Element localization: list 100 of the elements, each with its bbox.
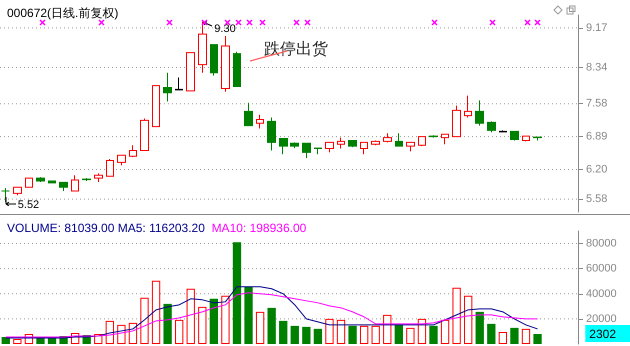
text: 2302 <box>589 327 616 341</box>
bar <box>152 280 160 344</box>
candlestick <box>48 180 56 184</box>
candlestick <box>71 174 79 192</box>
candlestick <box>302 142 311 159</box>
candlestick <box>464 95 472 118</box>
candlestick <box>371 140 380 146</box>
candlestick <box>406 142 415 152</box>
candlestick <box>198 21 207 74</box>
bar <box>348 326 357 344</box>
bar <box>533 334 542 344</box>
bar <box>487 324 496 344</box>
bar <box>314 328 322 344</box>
y-tick-label: 40000 <box>586 288 617 300</box>
candlestick <box>395 132 403 147</box>
bar <box>13 338 22 344</box>
bar <box>476 312 484 344</box>
bar <box>302 326 310 344</box>
candlestick <box>233 51 241 88</box>
candlestick <box>383 132 392 143</box>
bar <box>522 328 530 344</box>
candlestick <box>210 44 218 76</box>
candlestick <box>348 140 357 148</box>
bar <box>210 298 218 344</box>
bar <box>452 288 461 344</box>
y-tick-label: 9.17 <box>586 22 608 34</box>
candlestick <box>163 72 172 102</box>
candlestick <box>186 52 195 92</box>
y-tick-label: 80000 <box>586 238 617 250</box>
bar <box>325 318 334 344</box>
candlestick <box>106 158 114 178</box>
bar <box>406 328 415 344</box>
candlestick <box>94 172 103 182</box>
y-tick-label: 5.58 <box>586 193 608 206</box>
y-tick-label: 60000 <box>586 262 617 275</box>
bar <box>498 332 508 344</box>
y-tick-label: 6.89 <box>586 130 608 143</box>
candlestick <box>452 105 461 138</box>
bar <box>510 328 519 344</box>
annotation: VOLUME: 81039.00 MA5: 116203.20 <box>7 221 206 235</box>
annotation: 5.52 <box>18 198 40 211</box>
candlestick <box>522 136 530 142</box>
y-tick-label: 6.20 <box>586 164 608 176</box>
candlestick <box>175 76 183 90</box>
y-tick-label: 8.34 <box>586 61 608 74</box>
candlestick <box>267 117 276 151</box>
bar <box>383 314 392 344</box>
bar <box>464 296 472 344</box>
candlestick <box>418 136 426 147</box>
candlestick <box>429 134 438 138</box>
candlestick <box>510 130 519 141</box>
candlestick <box>290 142 299 149</box>
candlestick <box>337 137 345 150</box>
candlestick <box>325 142 334 153</box>
bar <box>232 242 242 344</box>
candlestick <box>533 136 542 141</box>
bar <box>244 286 253 344</box>
candlestick <box>152 84 160 128</box>
bar <box>279 320 288 344</box>
bar <box>336 320 346 344</box>
bar <box>198 306 206 344</box>
candlestick <box>487 120 496 133</box>
y-tick-label: 20000 <box>586 312 617 325</box>
bar <box>256 312 264 344</box>
bar <box>140 298 149 344</box>
bar <box>360 326 368 344</box>
candlestick <box>499 130 507 133</box>
chart-title: 000672(日线.前复权) <box>7 6 118 20</box>
candlestick <box>314 148 322 155</box>
bar <box>440 320 450 344</box>
bar <box>290 326 299 344</box>
annotation: 跌停出货 <box>264 39 328 60</box>
candlestick <box>256 114 264 130</box>
candlestick <box>140 118 149 151</box>
bar <box>186 288 195 344</box>
annotation: MA10: 198936.00 <box>212 221 307 235</box>
candlestick <box>25 177 33 188</box>
candlestick <box>13 186 22 196</box>
bar <box>429 326 438 344</box>
candlestick <box>441 134 449 145</box>
bar <box>268 308 276 344</box>
bar <box>2 336 10 344</box>
candlestick <box>279 138 288 155</box>
candlestick <box>82 178 91 182</box>
candlestick <box>1 188 10 202</box>
candlestick <box>36 176 45 182</box>
candlestick <box>59 181 68 192</box>
bar <box>394 324 403 344</box>
candlestick <box>360 142 368 155</box>
y-tick-label: 7.58 <box>586 98 608 110</box>
candlestick <box>221 35 230 92</box>
candlestick <box>129 144 137 158</box>
bar <box>372 326 380 344</box>
annotation: 9.30 <box>214 22 236 35</box>
bar <box>175 320 184 344</box>
candlestick <box>117 154 126 166</box>
candlestick <box>244 102 253 126</box>
bar <box>221 296 230 344</box>
bar <box>163 304 172 344</box>
candlestick <box>475 100 484 126</box>
